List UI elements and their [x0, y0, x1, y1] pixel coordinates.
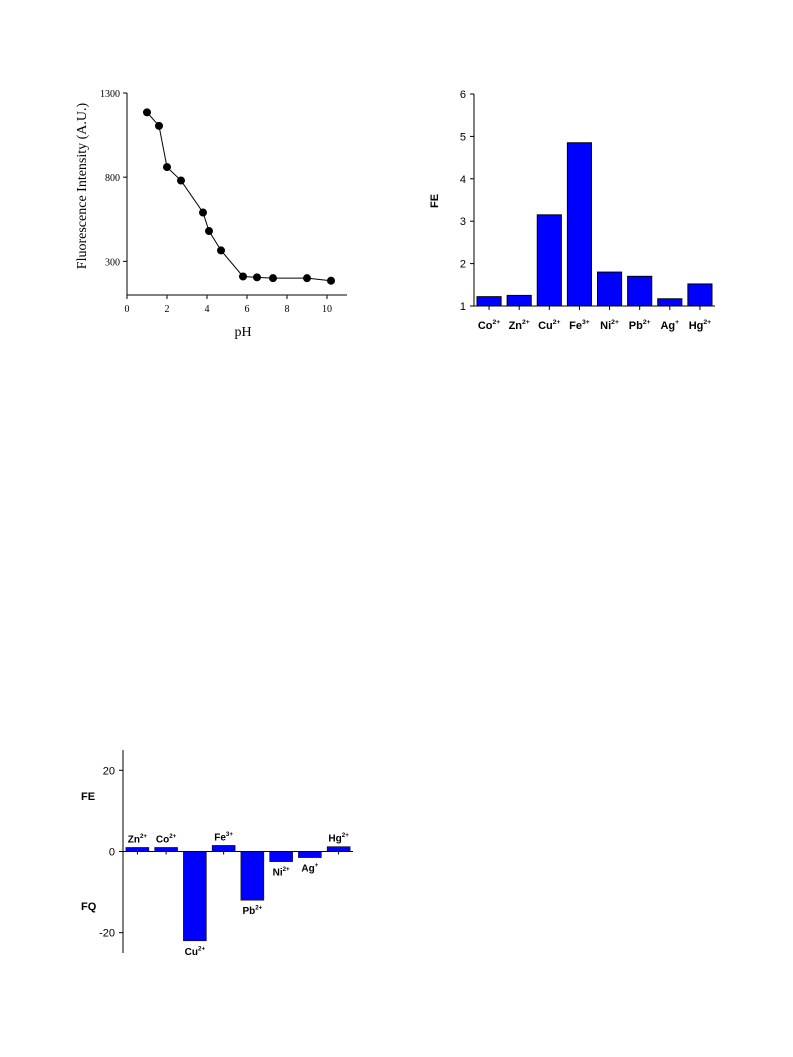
y-tick-label: -20: [99, 928, 115, 940]
category-labels: Co2+ Zn2+ Cu2+ Fe3+ Ni2+ Pb2+ Ag+ Hg2+: [478, 319, 711, 332]
fe-bar-chart: 1 2 3 4 5 6 Co2+ Zn2+ Cu2+ Fe3+ Ni2+ Pb2+ Ag+ Hg2+ F…: [429, 89, 715, 332]
bar-pb: [240, 851, 265, 901]
bar-pb: [627, 275, 653, 307]
y-tick-label: 2: [460, 259, 466, 271]
category-label-hg: Hg2+: [689, 319, 711, 332]
category-label-co: Co2+: [478, 319, 500, 332]
data-point: [205, 227, 213, 236]
category-label-co: Co2+: [156, 833, 177, 846]
fe-fq-bar-chart: 20 0 -20 Zn2+ Co2+ Cu2+ Fe3+ Pb2+ Ni2+ Ag+ Hg2+ F…: [81, 750, 353, 958]
data-point: [269, 274, 277, 283]
x-axis-label: pH: [234, 325, 251, 340]
bar-ni: [597, 271, 623, 307]
bar-hg: [687, 283, 713, 307]
bar-fe: [211, 845, 236, 852]
bar-cu: [183, 851, 207, 942]
data-point: [253, 273, 261, 282]
y-tick-label: 4: [460, 174, 466, 186]
ph-line-chart: 0 2 4 6 8 10 300 800 1300 pH Fluorescence Intens…: [75, 89, 347, 340]
category-label-ni: Ni2+: [600, 319, 619, 332]
data-point: [303, 274, 311, 283]
series-line: [146, 112, 332, 282]
data-point: [143, 108, 151, 117]
bar-co: [154, 847, 178, 852]
x-tick-label: 0: [125, 304, 130, 315]
y-tick-label: 1: [460, 301, 466, 313]
category-label-fe: Fe3+: [214, 831, 233, 844]
bar-cu: [536, 214, 562, 307]
bar-hg: [326, 846, 351, 852]
x-tick-label: 6: [245, 304, 250, 315]
bar-co: [476, 296, 502, 307]
y-tick-label: 1300: [100, 89, 120, 100]
category-label-pb: Pb2+: [242, 905, 262, 918]
y-tick-label: 800: [105, 173, 120, 184]
data-point: [327, 276, 335, 285]
series: [143, 108, 335, 285]
axes: 0 2 4 6 8 10 300 800 1300: [100, 89, 347, 315]
category-labels: Zn2+ Co2+ Cu2+ Fe3+ Pb2+ Ni2+ Ag+ Hg2+: [128, 831, 349, 958]
bar-ag: [298, 851, 322, 858]
bar-zn: [125, 847, 150, 852]
y-tick-label: 20: [103, 765, 115, 777]
y-tick-label: 5: [460, 131, 466, 143]
y-tick-label: 300: [105, 257, 120, 268]
category-label-ag: Ag+: [660, 319, 679, 332]
bar-ni: [269, 851, 293, 862]
category-label-pb: Pb2+: [629, 319, 651, 332]
x-tick-label: 4: [205, 304, 210, 315]
data-point: [217, 246, 225, 255]
category-label-fe: Fe3+: [569, 319, 590, 332]
x-tick-label: 8: [285, 304, 290, 315]
fq-side-label: FQ: [81, 901, 97, 913]
y-axis-label: FE: [429, 194, 441, 208]
y-axis-label: Fluorescence Intensity (A.U.): [75, 102, 90, 269]
fe-side-label: FE: [81, 791, 95, 803]
category-label-zn: Zn2+: [509, 319, 530, 332]
y-tick-label: 0: [109, 847, 115, 859]
data-point: [155, 121, 163, 130]
y-tick-label: 3: [460, 216, 466, 228]
data-point: [163, 163, 171, 172]
category-label-cu: Cu2+: [185, 945, 206, 958]
bar-fe: [566, 142, 592, 307]
category-label-zn: Zn2+: [128, 833, 148, 846]
category-label-ag: Ag+: [301, 862, 318, 875]
x-tick-label: 10: [322, 304, 332, 315]
bar-ag: [657, 298, 683, 307]
bar-zn: [506, 294, 532, 307]
x-tick-label: 2: [165, 304, 170, 315]
bars: [476, 142, 713, 307]
bars: [125, 845, 351, 942]
category-label-ni: Ni2+: [273, 866, 290, 879]
category-label-hg: Hg2+: [328, 832, 349, 845]
data-point: [177, 176, 185, 185]
data-point: [199, 208, 207, 217]
data-point: [239, 272, 247, 281]
y-tick-label: 6: [460, 89, 466, 101]
category-label-cu: Cu2+: [538, 319, 560, 332]
